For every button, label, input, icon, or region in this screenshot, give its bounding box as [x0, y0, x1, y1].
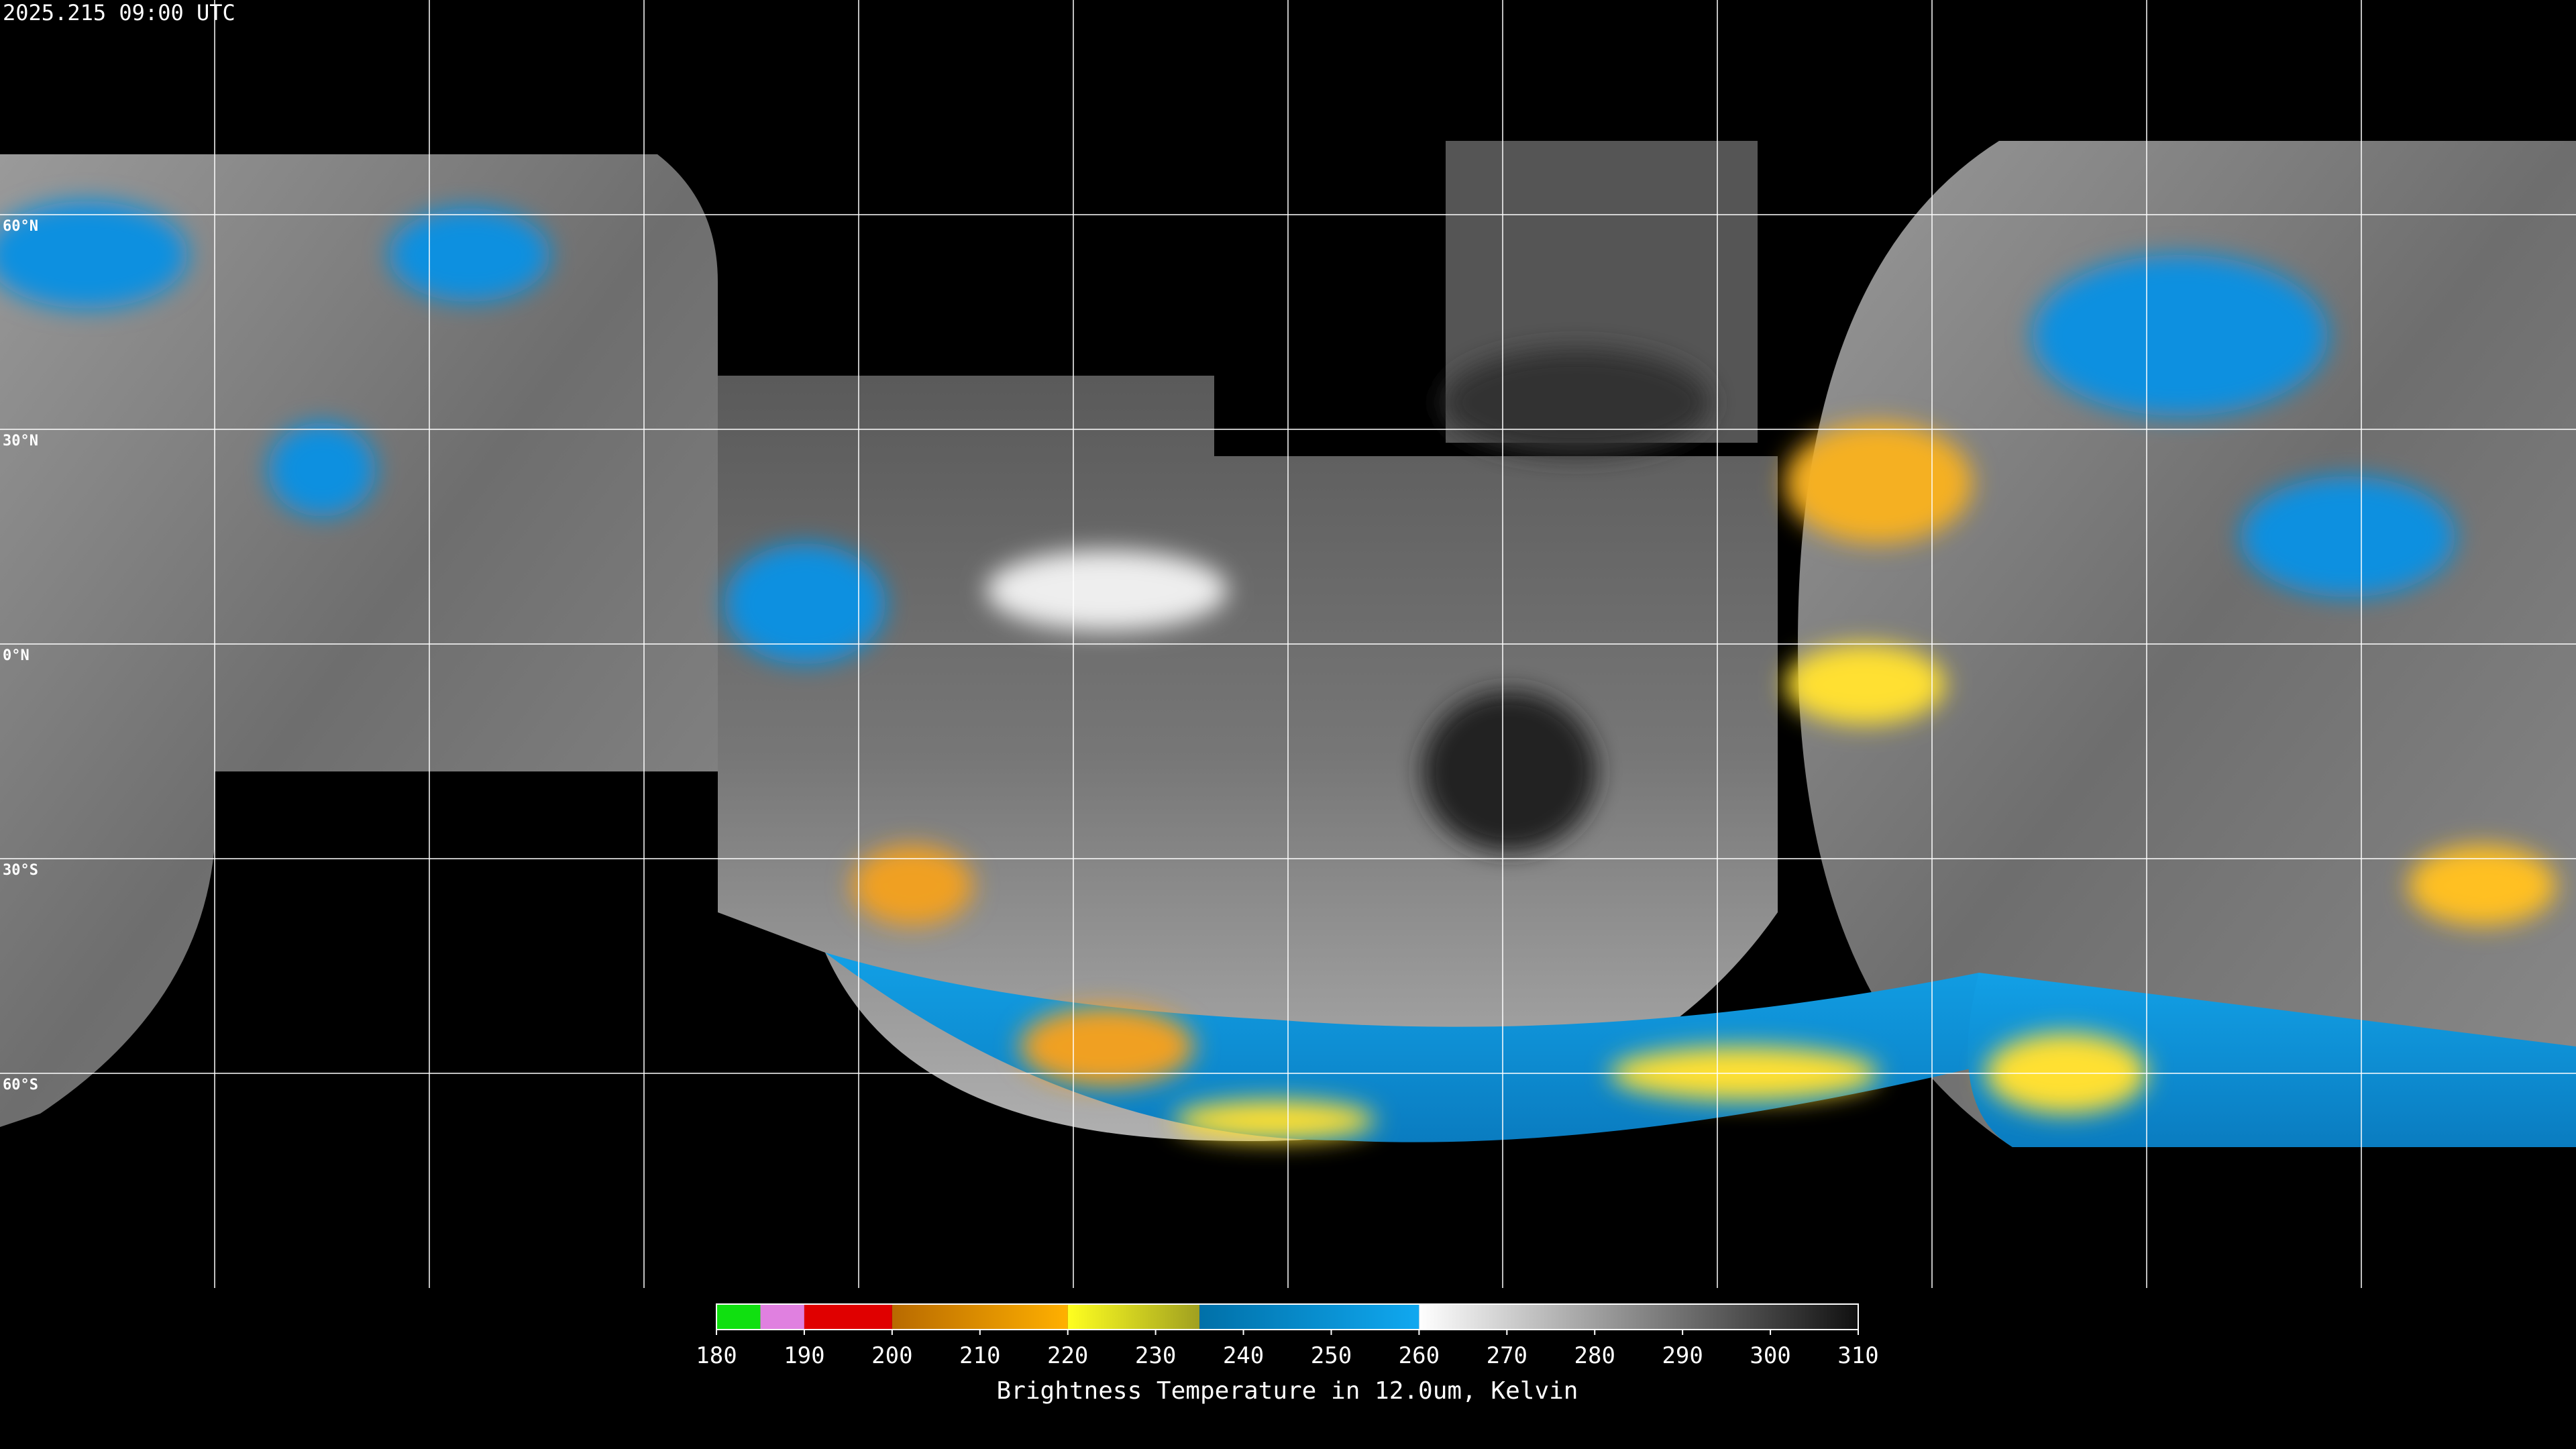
colorbar-segment — [716, 1304, 761, 1330]
cloud-tops — [0, 201, 2556, 1140]
colorbar-tick-label: 300 — [1750, 1342, 1790, 1369]
satellite-imagery — [0, 141, 2576, 1288]
latitude-label: 30°N — [3, 433, 38, 449]
colorbar-tick-label: 200 — [871, 1342, 912, 1369]
timestamp: 2025.215 09:00 UTC — [3, 0, 235, 25]
colorbar-tick-label: 260 — [1399, 1342, 1440, 1369]
colorbar-segment — [804, 1304, 892, 1330]
colorbar-label: Brightness Temperature in 12.0um, Kelvin — [997, 1377, 1578, 1405]
colorbar-segment — [760, 1304, 804, 1330]
colorbar-frame — [716, 1303, 1859, 1330]
colorbar-tick-label: 180 — [696, 1342, 737, 1369]
colorbar-tick-label: 240 — [1223, 1342, 1264, 1369]
colorbar-tick-label: 310 — [1837, 1342, 1878, 1369]
west-disc — [0, 154, 718, 1127]
colorbar-tick-label: 230 — [1135, 1342, 1176, 1369]
colorbar-tick-label: 220 — [1047, 1342, 1088, 1369]
colorbar-segment — [1067, 1304, 1200, 1330]
colorbar-segment — [1199, 1304, 1419, 1330]
colorbar-segment — [892, 1304, 1068, 1330]
southern-ocean-cloud — [1968, 973, 2576, 1147]
colorbar-tick-label: 270 — [1487, 1342, 1527, 1369]
colorbar-tick-label: 280 — [1574, 1342, 1615, 1369]
colorbar-segment — [1419, 1304, 1858, 1330]
latitude-label: 30°S — [3, 862, 38, 879]
latitude-label: 60°N — [3, 218, 38, 235]
colorbar-tick-label: 190 — [784, 1342, 824, 1369]
colorbar-tick-label: 290 — [1662, 1342, 1703, 1369]
central-disc — [718, 376, 1778, 1142]
latitude-label: 60°S — [3, 1077, 38, 1093]
colorbar-tick-label: 210 — [959, 1342, 1000, 1369]
colorbar-tick-label: 250 — [1311, 1342, 1352, 1369]
no-data-area — [215, 771, 631, 1288]
latitude-label: 0°N — [3, 647, 30, 664]
